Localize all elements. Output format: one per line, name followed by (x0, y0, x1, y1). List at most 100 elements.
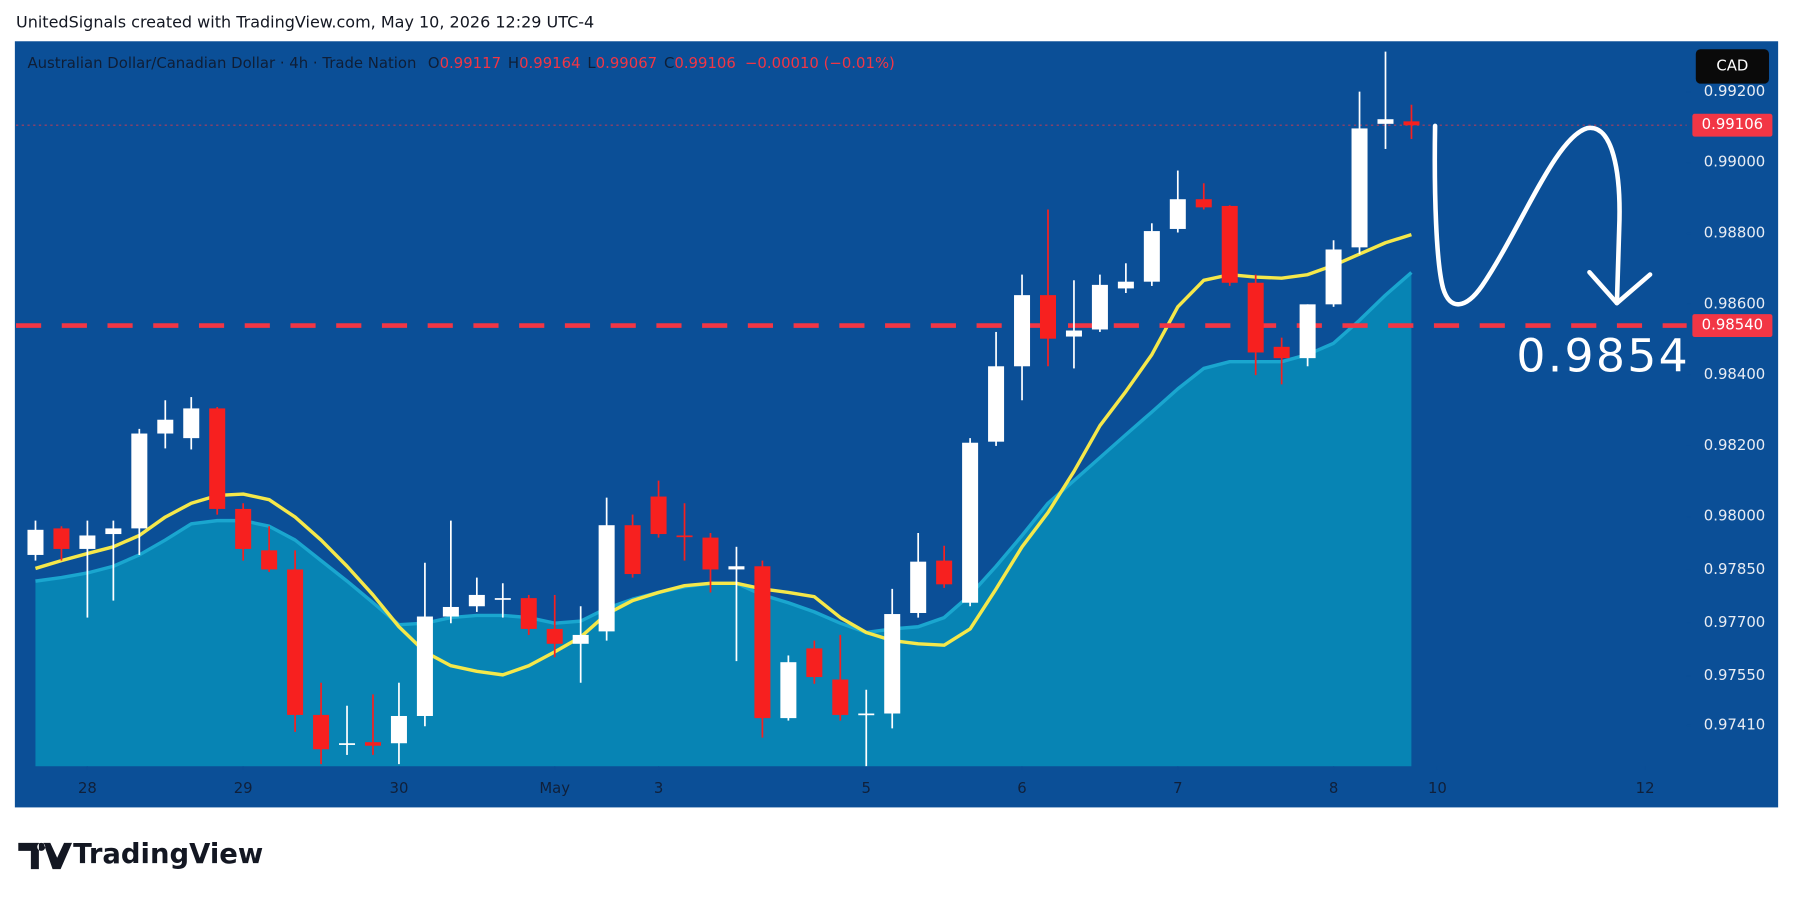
y-tick-label: 0.97700 (1704, 613, 1765, 631)
y-tick-label: 0.99200 (1704, 82, 1765, 100)
x-tick-label: May (539, 779, 570, 797)
legend-item: C (664, 54, 674, 72)
candle-body (287, 569, 304, 715)
candle-body (390, 715, 407, 744)
y-tick-label: 0.97410 (1704, 716, 1765, 734)
candle-body (728, 566, 745, 570)
legend-item: 0.99106 (674, 54, 735, 72)
y-tick-label: 0.99000 (1704, 153, 1765, 171)
candle-body (624, 525, 641, 575)
y-tick-label: 0.97850 (1704, 560, 1765, 578)
candle-body (1039, 295, 1056, 339)
legend-item: 0.99164 (519, 54, 580, 72)
candle-body (1299, 304, 1316, 359)
candle-body (572, 634, 589, 644)
x-tick-label: 7 (1173, 779, 1182, 797)
candle-body (910, 561, 927, 613)
candle-body (1351, 128, 1368, 248)
candle-body (416, 616, 433, 716)
candle-body (936, 560, 953, 585)
price-tag (1692, 113, 1773, 137)
brand-name: TradingView (73, 839, 263, 870)
candle-body (806, 648, 823, 678)
legend-item: O (428, 54, 440, 72)
candle-body (702, 537, 719, 570)
candle-body (754, 566, 771, 719)
x-tick-label: 8 (1329, 779, 1338, 797)
candle-body (598, 525, 615, 632)
x-tick-label: 12 (1636, 779, 1655, 797)
price-tag-label: 0.98540 (1702, 316, 1763, 334)
x-tick-label: 10 (1428, 779, 1447, 797)
y-tick-label: 0.98400 (1704, 365, 1765, 383)
candle-body (261, 550, 278, 570)
legend-item: L (587, 54, 596, 72)
candle-body (1221, 205, 1238, 283)
x-tick-label: 3 (654, 779, 663, 797)
arrow-head (1587, 269, 1653, 306)
candle-body (1195, 199, 1212, 208)
currency-button[interactable] (1695, 49, 1769, 84)
candle-body (339, 743, 356, 745)
candle-body (962, 442, 979, 603)
candle-body (676, 535, 693, 538)
candle-body (1065, 330, 1082, 337)
brand-logo: TradingView (18, 839, 263, 870)
candle-body (884, 614, 901, 714)
candle-body (157, 419, 174, 434)
candle-body (313, 714, 330, 750)
legend-item: −0.00010 (−0.01%) (745, 54, 895, 72)
candle-body (209, 408, 226, 509)
candle-body (1247, 282, 1264, 353)
legend-item: 0.99067 (596, 54, 657, 72)
candle-body (1325, 249, 1342, 305)
candle-body (988, 366, 1005, 442)
y-tick-label: 0.98000 (1704, 507, 1765, 525)
ma-area (35, 272, 1412, 767)
candle-body (442, 606, 459, 617)
candle-body (235, 508, 252, 549)
candle-body (53, 528, 70, 549)
overlay: CAD (1432, 49, 1769, 307)
x-tick-label: 28 (78, 779, 97, 797)
y-tick-label: 0.97550 (1704, 666, 1765, 684)
x-tick-label: 5 (862, 779, 871, 797)
candle-body (650, 496, 667, 535)
plot-area: 0.97410 0.97550 0.97700 0.97850 0.98000 0.982… (16, 51, 1773, 797)
candle-body (1014, 295, 1031, 367)
candle-body (832, 679, 849, 715)
hand-drawn-arrow (1432, 123, 1622, 307)
candle-body (1117, 281, 1134, 289)
candle-body (494, 598, 511, 600)
candle-body (1377, 119, 1394, 124)
x-tick-label: 30 (389, 779, 408, 797)
candle-body (27, 529, 44, 555)
y-tick-label: 0.98600 (1704, 294, 1765, 312)
candle-body (858, 713, 875, 716)
legend: Australian Dollar/Canadian Dollar · 4h ·… (27, 54, 894, 72)
candle-body (79, 535, 96, 549)
candle-body (1091, 284, 1108, 330)
candle-body (780, 662, 797, 719)
candle-body (1143, 231, 1160, 282)
currency-label[interactable]: CAD (1716, 56, 1748, 74)
x-tick-label: 6 (1017, 779, 1026, 797)
candle-body (1169, 199, 1186, 229)
candle-body (1273, 346, 1290, 359)
legend-item: 0.99117 (440, 54, 501, 72)
x-tick-label: 29 (234, 779, 253, 797)
legend-item: H (508, 54, 519, 72)
candle-body (183, 408, 200, 439)
candle-body (364, 742, 381, 746)
candle-body (105, 528, 122, 535)
header: UnitedSignals created with TradingView.c… (16, 12, 594, 31)
level-annotation: 0.9854 (1516, 330, 1690, 383)
y-tick-label: 0.98200 (1704, 436, 1765, 454)
candle-body (1403, 121, 1420, 126)
logo-icon (18, 842, 73, 870)
y-tick-label: 0.98800 (1704, 224, 1765, 242)
price-tag (1692, 314, 1773, 338)
legend-item: Australian Dollar/Canadian Dollar · 4h ·… (27, 54, 416, 72)
